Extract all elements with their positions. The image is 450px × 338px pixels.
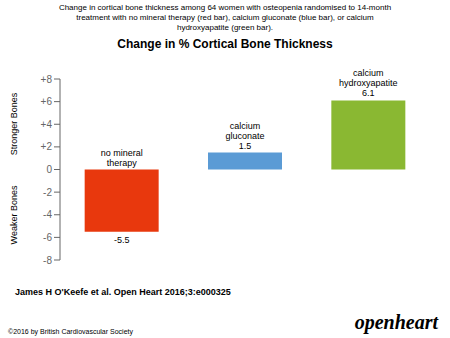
html-text:Change in % Cortical Bone Thic: Change in % Cortical Bone Thickness [117,37,333,51]
html-text:openheart: openheart [354,311,438,333]
svg-text:+6: +6 [41,96,53,107]
svg-text:-5.5: -5.5 [114,235,130,245]
svg-text:calciumhydroxyapatite6.1: calciumhydroxyapatite6.1 [339,68,398,98]
svg-text:no mineraltherapy: no mineraltherapy [101,148,143,168]
svg-text:-2: -2 [43,187,52,198]
svg-text:+2: +2 [41,141,53,152]
svg-text:+4: +4 [41,119,53,130]
svg-text:+8: +8 [41,74,53,85]
svg-text:-4: -4 [43,209,52,220]
html-text:Change in cortical bone thickn: Change in cortical bone thickness among … [58,3,392,32]
svg-text:calciumgluconate1.5: calciumgluconate1.5 [225,121,264,151]
html-text:Weaker Bones: Weaker Bones [9,185,19,245]
svg-text:-8: -8 [43,255,52,266]
html-text:©2016 by British Cardiovascula: ©2016 by British Cardiovascular Society [8,328,133,335]
svg-text:0: 0 [46,164,52,175]
svg-text:-6: -6 [43,232,52,243]
html-text:James H O'Keefe et al. Open He: James H O'Keefe et al. Open Heart 2016;3… [15,287,231,297]
html-text:Stronger Bones: Stronger Bones [9,93,19,156]
